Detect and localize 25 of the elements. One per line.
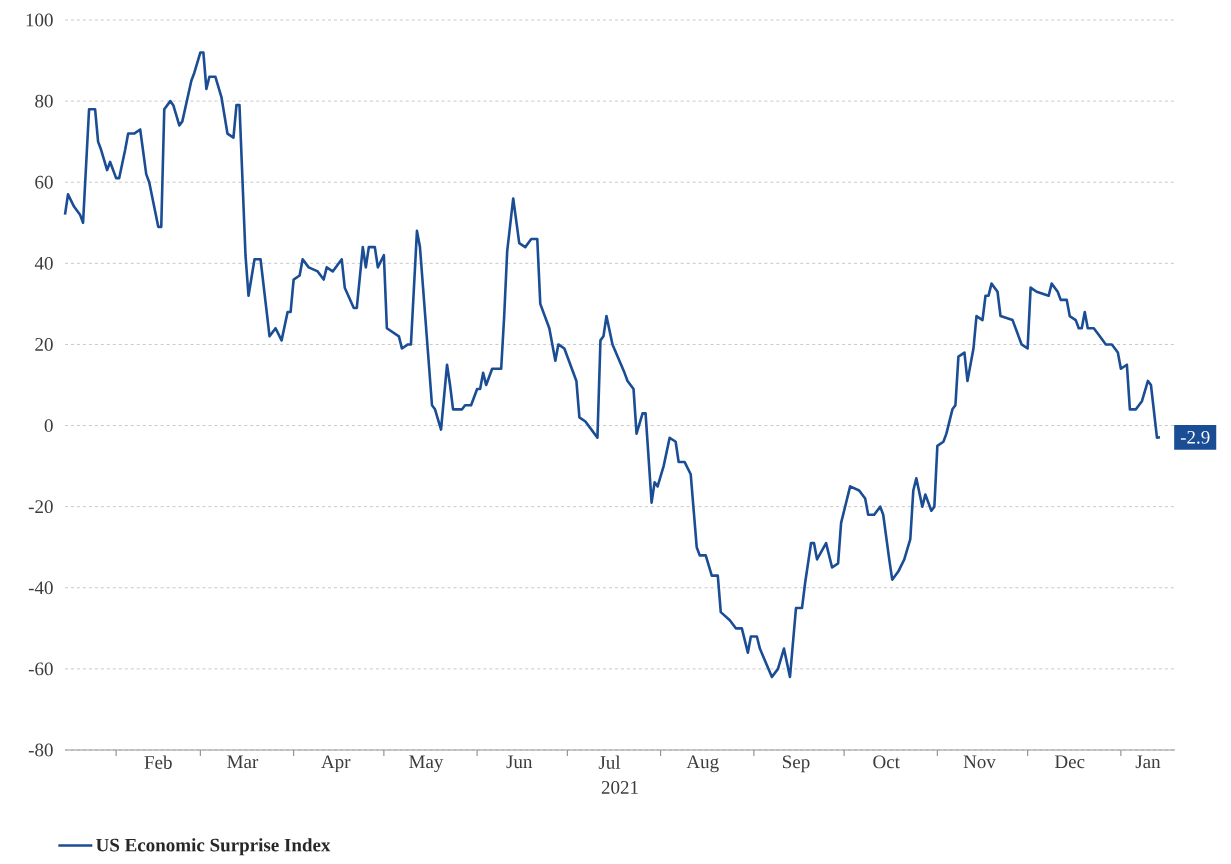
x-tick-label: Jan xyxy=(1135,755,1161,769)
x-tick-label: Jun xyxy=(506,755,533,769)
x-tick-label: Aug xyxy=(686,755,719,773)
y-tick-label: -80 xyxy=(28,743,53,757)
y-tick-label: 60 xyxy=(35,175,53,189)
x-tick-label: Nov xyxy=(963,755,996,769)
y-tick-label: -40 xyxy=(28,581,53,595)
y-tick-label: -60 xyxy=(28,662,53,676)
annotation: -2.9 xyxy=(1180,430,1210,444)
x-tick-label: May xyxy=(409,755,444,773)
y-tick-label: 20 xyxy=(35,338,53,351)
y-tick-label: 80 xyxy=(35,94,53,108)
x-tick-label: Apr xyxy=(321,755,351,773)
y-tick-label: -20 xyxy=(28,500,53,514)
x-axis-title: 2021 xyxy=(601,781,638,794)
y-tick-label: 100 xyxy=(26,13,53,27)
x-tick-label: Oct xyxy=(873,755,900,769)
y-tick-label: 0 xyxy=(44,419,53,432)
y-tick-label: 40 xyxy=(34,256,53,270)
x-tick-label: Mar xyxy=(227,755,259,769)
x-tick-label: Feb xyxy=(144,755,172,769)
legend-label: US Economic Surprise Index xyxy=(96,838,331,856)
x-tick-label: Dec xyxy=(1054,755,1085,769)
x-tick-label: Sep xyxy=(783,755,810,773)
x-tick-label: Jul xyxy=(598,755,621,769)
